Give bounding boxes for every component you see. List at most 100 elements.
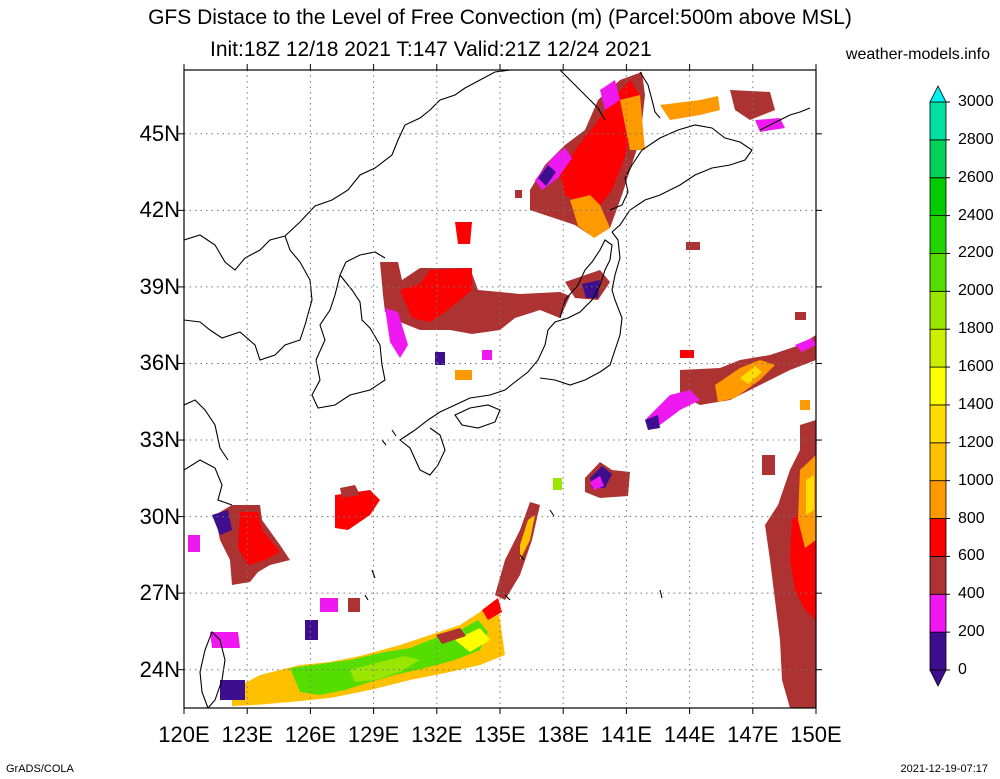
colorbar-tick-label: 2600 <box>958 168 994 186</box>
axis-ticks <box>178 64 822 714</box>
lon-tick-label: 126E <box>284 722 337 747</box>
colorbar-segment <box>929 139 947 179</box>
field-east-yellow <box>740 366 762 384</box>
field-scatter-6 <box>800 400 810 410</box>
lat-tick-label: 36N <box>139 350 180 376</box>
colorbar-segment <box>929 215 947 254</box>
colorbar-tick-label: 2200 <box>958 244 994 262</box>
field-scatter-4 <box>482 350 492 360</box>
colorbar-tick-label: 0 <box>958 661 967 678</box>
colorbar-tick-label: 1200 <box>958 433 994 451</box>
coastline-islands <box>364 429 663 601</box>
chart-title: GFS Distace to the Level of Free Convect… <box>148 6 852 29</box>
field-korea-purple <box>435 352 445 365</box>
field-far-east-brown-island <box>762 455 775 475</box>
colorbar-tick-label: 200 <box>958 623 985 641</box>
field-south-magenta <box>590 476 604 490</box>
colorbar-segment <box>929 631 947 671</box>
colorbar-segment <box>929 328 947 368</box>
field-south-band-purple <box>220 680 245 700</box>
colorbar-tick-label: 2000 <box>958 282 994 300</box>
colorbar-segment <box>929 404 947 444</box>
field-strait-orange <box>455 370 472 380</box>
colorbar-segment <box>929 593 947 633</box>
colorbar-tick-label: 600 <box>958 547 985 565</box>
colorbar-segment <box>929 556 947 595</box>
lon-tick-label: 129E <box>347 722 400 747</box>
field-south-green <box>553 478 562 490</box>
field-sea-of-japan-red <box>400 268 472 322</box>
field-south-band-yellow <box>455 628 490 652</box>
colorbar-segment <box>929 366 947 406</box>
field-ryukyu-orange <box>520 515 535 560</box>
lat-tick-label: 45N <box>139 120 180 146</box>
coastline-hokkaido <box>609 124 753 233</box>
field-far-east-magenta <box>795 338 816 352</box>
colorbar-tick-label: 2800 <box>958 130 994 148</box>
field-scatter-5 <box>515 190 522 198</box>
colorbar-segment <box>929 480 947 519</box>
footer-timestamp: 2021-12-19-07:17 <box>900 763 988 775</box>
colorbar-tick-label: 1600 <box>958 358 994 376</box>
field-south-band-brown-2 <box>348 598 360 612</box>
footer-software: GrADS/COLA <box>6 763 74 775</box>
lon-tick-label: 135E <box>474 722 526 747</box>
field-south-band-purple-2 <box>305 620 318 640</box>
field-hokkaido-orange <box>570 195 610 238</box>
colorbar-tick-label: 2400 <box>958 206 994 224</box>
colorbar-bottom-arrow <box>929 669 947 687</box>
coastline-korea <box>311 261 386 409</box>
lat-tick-label: 42N <box>139 197 180 223</box>
colorbar-segment <box>929 253 947 292</box>
field-south-band-brown <box>436 628 466 644</box>
colorbar-segment <box>929 442 947 482</box>
field-hokkaido-red <box>560 80 640 205</box>
lon-tick-label: 141E <box>600 722 653 747</box>
coastline-honshu <box>399 231 623 441</box>
field-east-magenta <box>645 390 700 425</box>
field-ecs-brown <box>340 485 360 498</box>
colorbar-tick-label: 400 <box>958 585 985 603</box>
lat-tick-label: 27N <box>139 580 180 606</box>
lon-tick-label: 138E <box>537 722 589 747</box>
colorbar-top-arrow <box>929 85 947 103</box>
field-scatter-3 <box>795 312 806 320</box>
lat-tick-label: 33N <box>139 427 180 453</box>
field-taiwan-magenta <box>188 535 200 552</box>
lon-tick-label: 120E <box>158 722 210 747</box>
field-far-east-column-yellow <box>806 475 814 515</box>
field-ecs-red <box>335 490 380 530</box>
colorbar-tick-label: 1800 <box>958 320 994 338</box>
grid-layer <box>184 70 816 708</box>
field-south-band-magenta <box>210 632 240 648</box>
field-layer <box>188 72 816 708</box>
colorbar-segment <box>929 101 947 141</box>
field-kuril-brown <box>730 90 775 120</box>
field-kuril-orange <box>660 96 720 120</box>
field-hokkaido-purple <box>538 165 556 186</box>
lon-tick-label: 144E <box>663 722 716 747</box>
colorbar-tick-label: 800 <box>958 509 985 527</box>
lon-tick-label: 132E <box>411 722 463 747</box>
colorbar-segment <box>929 177 947 217</box>
field-north-red <box>455 222 472 244</box>
coastline-layer <box>184 70 811 708</box>
colorbar-segment <box>929 290 947 330</box>
coastline-mainland <box>184 70 606 506</box>
field-sakhalin-magenta <box>600 80 620 110</box>
field-scatter-1 <box>686 242 700 250</box>
colorbar-tick-label: 1400 <box>958 395 994 413</box>
coastline-shikoku <box>454 404 501 429</box>
field-korea-magenta <box>385 308 408 358</box>
lat-tick-label: 24N <box>139 656 180 682</box>
coastline-kyushu <box>399 427 446 476</box>
colorbar-tick-label: 3000 <box>958 93 994 110</box>
colorbar-segment <box>929 518 947 557</box>
field-taiwan-red <box>238 512 280 565</box>
lon-tick-label: 150E <box>790 722 842 747</box>
field-south-band-light-green <box>350 656 420 682</box>
field-east-purple <box>645 415 660 430</box>
colorbar-tick-label: 1000 <box>958 471 994 489</box>
field-south-band-magenta-2 <box>320 598 338 612</box>
